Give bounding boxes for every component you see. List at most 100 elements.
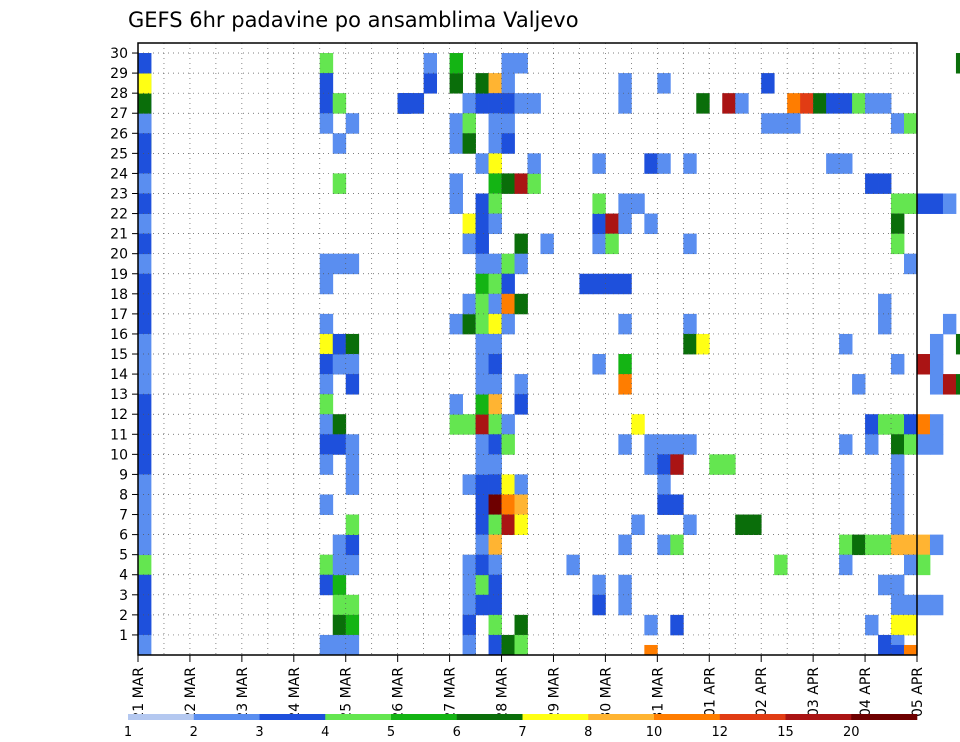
heatmap-cell — [644, 454, 658, 475]
y-tick-label: 20 — [110, 247, 128, 263]
heatmap-cell — [852, 534, 866, 556]
heatmap-cell — [488, 193, 502, 214]
heatmap-cell — [514, 474, 528, 495]
heatmap-cell — [319, 93, 334, 114]
heatmap-cell — [618, 374, 632, 395]
heatmap-cell — [475, 253, 489, 275]
heatmap-cell — [618, 213, 632, 235]
heatmap-cell — [138, 113, 152, 134]
heatmap-cell — [488, 273, 502, 295]
heatmap-cell — [345, 534, 360, 556]
heatmap-cell — [138, 454, 152, 475]
heatmap-cell — [852, 374, 866, 395]
y-tick-label: 10 — [110, 447, 128, 463]
heatmap-cell — [488, 414, 502, 435]
heatmap-cell — [488, 313, 502, 335]
heatmap-cell — [514, 253, 528, 275]
heatmap-cell — [605, 273, 619, 295]
heatmap-cell — [138, 574, 152, 596]
legend-label: 3 — [255, 725, 263, 740]
heatmap-cell — [462, 474, 476, 495]
heatmap-cell — [644, 434, 658, 455]
heatmap-cell — [462, 313, 476, 335]
legend-label: 10 — [646, 725, 663, 740]
heatmap-cell — [488, 374, 502, 395]
heatmap-cell — [904, 414, 918, 435]
heatmap-cell — [670, 454, 684, 475]
heatmap-cell — [761, 73, 775, 94]
heatmap-cell — [670, 494, 684, 515]
heatmap-cell — [891, 614, 905, 636]
y-tick-label: 19 — [110, 267, 128, 283]
heatmap-cell — [319, 53, 334, 74]
heatmap-cell — [475, 273, 489, 295]
heatmap-cell — [332, 354, 347, 375]
y-tick-label: 1 — [119, 628, 128, 644]
y-tick-label: 23 — [110, 186, 128, 202]
heatmap-cell — [488, 494, 502, 515]
heatmap-cell — [462, 93, 476, 114]
x-tick-label: 23 MAR — [235, 667, 251, 721]
heatmap-cell — [475, 474, 489, 495]
heatmap-cell — [138, 474, 152, 495]
heatmap-cell — [488, 93, 502, 114]
heatmap-cell — [138, 394, 152, 415]
heatmap-cell — [878, 414, 892, 435]
y-tick-label: 6 — [119, 528, 128, 544]
legend-label: 8 — [584, 725, 592, 740]
heatmap-cell — [475, 193, 489, 214]
heatmap-cell — [566, 554, 580, 576]
heatmap-cell — [488, 474, 502, 495]
heatmap-cell — [488, 514, 502, 536]
legend-label: 12 — [711, 725, 728, 740]
y-tick-label: 12 — [110, 407, 128, 423]
heatmap-cell — [501, 434, 515, 455]
legend-swatch — [391, 714, 458, 720]
y-tick-label: 9 — [119, 467, 128, 483]
heatmap-cell — [449, 394, 463, 415]
heatmap-cell — [696, 333, 710, 355]
heatmap-cell — [904, 253, 918, 275]
heatmap-cell — [488, 554, 502, 576]
heatmap-cell — [319, 273, 334, 295]
heatmap-cell — [423, 73, 438, 94]
heatmap-cell — [488, 113, 502, 134]
heatmap-cell — [345, 434, 360, 455]
heatmap-cell — [475, 153, 489, 174]
heatmap-cell — [514, 644, 528, 656]
heatmap-cell — [501, 93, 515, 114]
heatmap-cell — [735, 514, 749, 536]
heatmap-cell — [488, 454, 502, 475]
heatmap-cell — [592, 354, 606, 375]
heatmap-cell — [488, 253, 502, 275]
heatmap-cell — [488, 574, 502, 596]
heatmap-cell — [929, 354, 944, 375]
heatmap-cell — [138, 554, 152, 576]
heatmap-cell — [618, 273, 632, 295]
heatmap-cell — [138, 153, 152, 174]
heatmap-cell — [839, 434, 853, 455]
heatmap-cell — [683, 514, 697, 536]
heatmap-cell — [839, 153, 853, 174]
heatmap-cell — [904, 534, 918, 556]
heatmap-cell — [929, 534, 944, 556]
heatmap-cell — [618, 93, 632, 114]
legend-label: 15 — [777, 725, 794, 740]
heatmap-cell — [839, 534, 853, 556]
heatmap-cell — [332, 434, 347, 455]
y-tick-label: 26 — [110, 126, 128, 142]
y-tick-label: 22 — [110, 207, 128, 223]
heatmap-cell — [955, 333, 960, 355]
heatmap-cell — [527, 153, 541, 174]
heatmap-cell — [514, 374, 528, 395]
heatmap-cell — [138, 53, 152, 74]
y-tick-label: 24 — [110, 166, 128, 182]
heatmap-cell — [462, 213, 476, 235]
heatmap-cell — [138, 614, 152, 636]
y-tick-label: 3 — [119, 588, 128, 604]
y-tick-label: 2 — [119, 608, 128, 624]
heatmap-cell — [527, 173, 541, 194]
heatmap-cell — [345, 634, 360, 656]
heatmap-cell — [501, 313, 515, 335]
